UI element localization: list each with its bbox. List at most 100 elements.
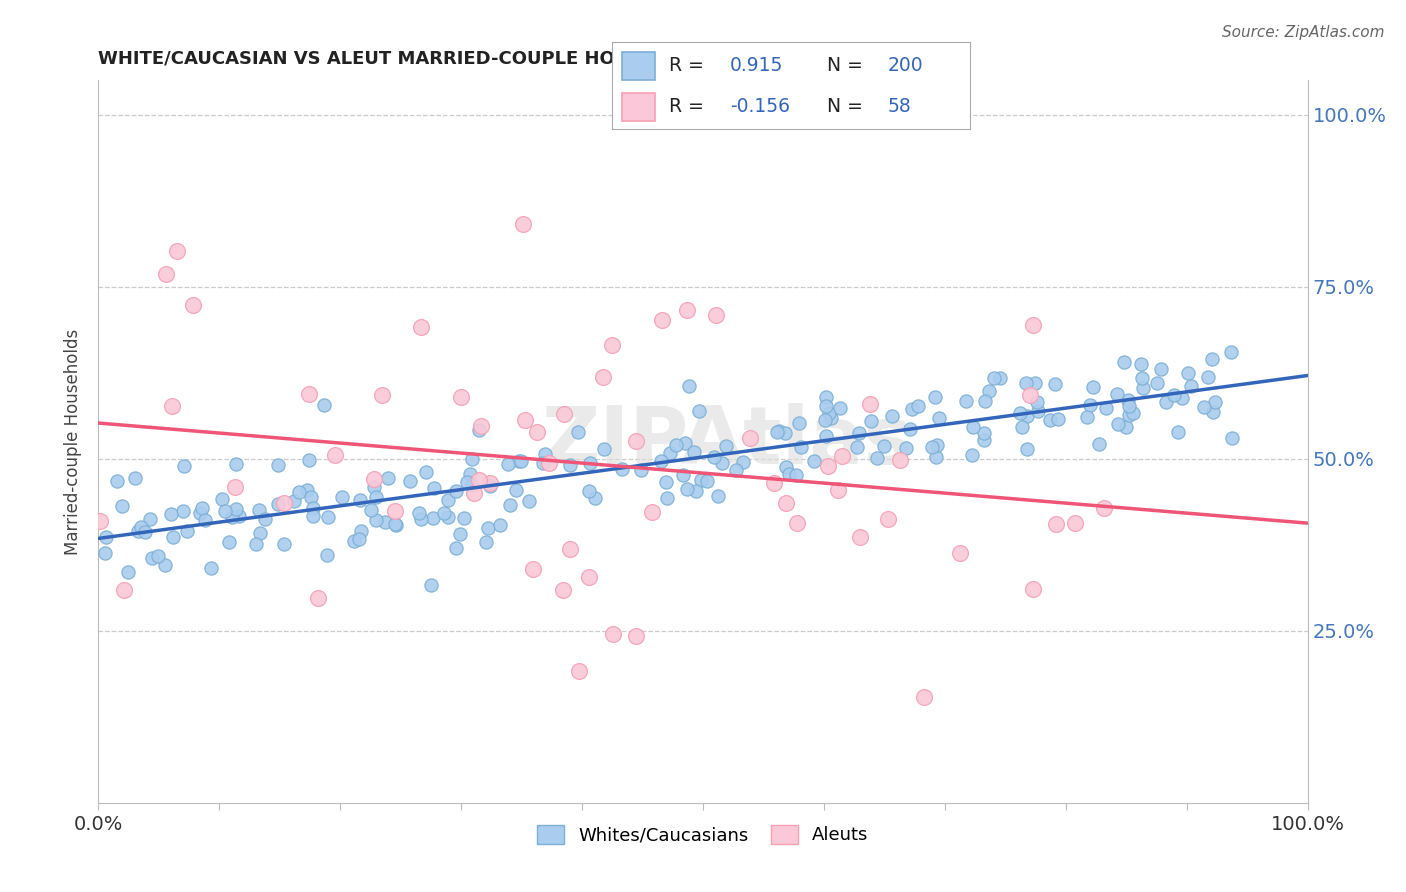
Point (127, 524, 149, 538)
Text: 0.915: 0.915 (730, 56, 783, 75)
Point (467, 424, 489, 438)
Point (651, 312, 673, 326)
Point (377, 471, 399, 485)
Point (1011, 420, 1033, 434)
Point (89, 515, 111, 529)
Point (347, 532, 370, 546)
Point (496, 458, 519, 472)
Point (1088, 437, 1111, 451)
Point (273, 537, 295, 551)
Point (786, 516, 808, 531)
Text: -0.156: -0.156 (730, 97, 790, 116)
Point (191, 501, 214, 516)
Point (458, 467, 481, 482)
Point (461, 452, 484, 467)
Point (859, 414, 882, 428)
Point (526, 425, 548, 440)
Point (848, 426, 870, 441)
Point (468, 473, 491, 487)
Point (214, 504, 236, 518)
Point (710, 456, 733, 470)
Point (509, 454, 531, 468)
Point (894, 441, 917, 455)
Point (228, 509, 250, 524)
Point (411, 511, 433, 525)
Point (408, 506, 430, 520)
Point (955, 394, 977, 409)
Point (129, 520, 152, 534)
Point (1118, 408, 1140, 422)
Point (517, 494, 540, 508)
Point (775, 460, 797, 475)
Point (1015, 409, 1038, 424)
Point (914, 690, 936, 704)
Text: R =: R = (669, 97, 704, 116)
Point (658, 446, 681, 460)
Text: ZIPAtlas: ZIPAtlas (541, 402, 912, 481)
Point (1092, 500, 1115, 515)
Point (683, 445, 706, 459)
Point (889, 453, 911, 467)
Point (522, 562, 544, 576)
Point (350, 524, 373, 538)
Point (146, 549, 169, 563)
Point (363, 472, 385, 486)
Point (1204, 395, 1226, 409)
Point (162, 530, 184, 544)
Point (675, 482, 697, 496)
Point (815, 399, 838, 413)
Point (1045, 517, 1067, 532)
Point (1039, 413, 1062, 427)
Text: 200: 200 (887, 56, 924, 75)
Point (626, 434, 648, 448)
Point (446, 483, 468, 498)
Point (578, 456, 600, 470)
Point (654, 475, 676, 489)
Point (513, 413, 536, 427)
Point (449, 526, 471, 541)
Point (974, 394, 997, 409)
Point (323, 448, 346, 462)
Point (374, 515, 396, 529)
Point (221, 510, 243, 524)
Point (1078, 398, 1101, 412)
Point (962, 420, 984, 434)
Point (188, 506, 211, 520)
Point (949, 546, 972, 560)
Point (225, 501, 247, 516)
Point (166, 244, 188, 258)
Point (312, 398, 335, 412)
Point (787, 417, 810, 431)
Point (1197, 369, 1219, 384)
Point (1122, 406, 1144, 420)
Point (301, 508, 323, 523)
Point (696, 474, 718, 488)
Point (134, 525, 156, 540)
Point (512, 218, 534, 232)
Point (962, 448, 984, 462)
Point (297, 483, 319, 498)
Point (690, 473, 713, 487)
Point (676, 303, 699, 318)
Point (988, 371, 1011, 385)
Point (153, 558, 176, 572)
Point (775, 496, 797, 510)
Point (453, 511, 475, 525)
Point (1115, 419, 1137, 434)
Point (803, 454, 825, 468)
Text: R =: R = (669, 56, 704, 75)
Point (725, 463, 748, 477)
Point (479, 479, 502, 493)
Point (1170, 391, 1192, 405)
Legend: Whites/Caucasians, Aleuts: Whites/Caucasians, Aleuts (530, 818, 876, 852)
Point (873, 439, 896, 453)
Point (845, 440, 868, 454)
Point (505, 483, 527, 497)
Point (707, 489, 730, 503)
Point (1046, 412, 1069, 426)
Point (704, 308, 727, 322)
Point (437, 509, 460, 524)
Point (371, 388, 394, 402)
Point (399, 474, 422, 488)
Point (928, 411, 950, 425)
